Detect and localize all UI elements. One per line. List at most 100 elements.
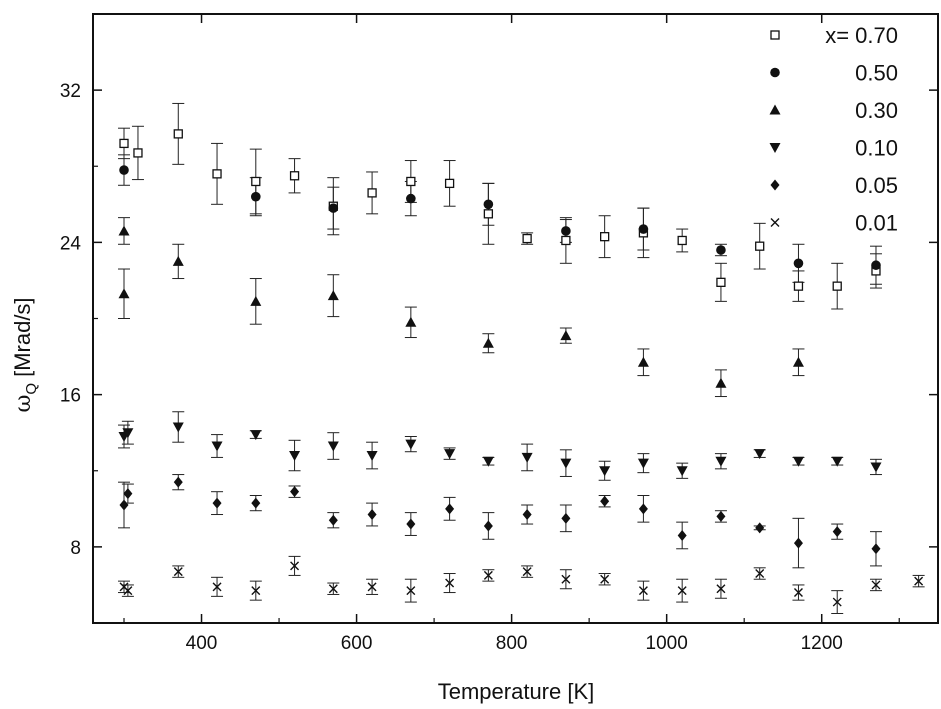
data-point-series-0 [522,233,532,244]
data-point-series-0 [406,176,416,187]
data-point-series-5 [483,570,493,580]
legend-marker [770,179,780,191]
data-point-series-3 [172,422,184,433]
data-point-series-1 [716,245,726,255]
data-point-series-4 [212,497,222,509]
data-point-series-3 [482,456,494,467]
data-point-series-2 [250,295,262,306]
legend-label: 0.30 [855,98,898,123]
data-point-series-0 [832,281,842,291]
data-point-series-5 [755,569,765,579]
data-point-series-3 [444,449,456,460]
data-point-series-3 [792,456,804,467]
data-point-series-4 [871,543,881,555]
legend-label: 0.50 [855,61,898,86]
data-point-series-1 [561,226,571,236]
data-point-series-1 [638,224,649,234]
y-axis-label-subscript: Q [23,383,40,395]
data-point-series-1 [793,258,804,269]
data-point-series-3 [327,441,339,452]
y-axis-label-unit: [Mrad/s] [10,297,35,376]
data-point-series-5 [406,586,416,596]
x-tick-label: 1000 [646,633,688,654]
data-point-series-3 [366,451,378,462]
data-point-series-3 [211,441,223,452]
data-point-series-1 [328,203,339,213]
data-point-series-0 [716,277,726,287]
data-point-series-0 [793,281,804,291]
legend-marker [770,67,780,78]
data-point-series-0 [600,232,610,242]
data-point-series-5 [638,586,648,596]
y-tick-label: 32 [60,81,81,102]
data-point-series-2 [118,288,130,299]
data-point-series-2 [637,356,649,367]
data-point-series-2 [715,377,727,388]
data-point-series-4 [119,499,129,511]
data-point-series-5 [123,586,133,596]
data-point-series-4 [367,509,377,521]
plot-frame [92,13,939,624]
legend-marker [769,104,781,115]
data-point-series-0 [212,169,222,179]
data-point-series-4 [445,503,455,515]
data-point-series-2 [172,255,184,266]
legend-label: 0.10 [855,136,898,161]
data-point-series-3 [250,430,262,441]
legend-marker [770,218,780,227]
data-point-series-0 [173,129,183,139]
x-tick-label: 400 [186,633,218,654]
y-tick-label: 8 [70,538,81,559]
legend-marker [770,30,780,40]
y-tick-label: 16 [60,386,81,407]
data-point-series-3 [715,456,727,467]
data-point-series-2 [327,290,339,301]
data-point-series-3 [599,466,611,477]
legend-label: 0.05 [855,173,898,198]
data-point-series-0 [483,209,494,219]
data-point-series-4 [522,509,532,521]
data-point-series-4 [328,514,338,526]
data-point-series-3 [405,439,417,450]
data-point-series-0 [677,235,687,246]
data-point-series-0 [561,235,571,246]
data-point-series-4 [793,537,803,549]
data-point-series-3 [870,462,882,473]
data-point-series-5 [212,582,222,592]
y-axis-label: ωQ [Mrad/s] [10,297,40,412]
data-point-series-5 [522,567,532,577]
y-tick-label: 24 [60,233,82,254]
data-point-series-4 [832,526,842,538]
data-point-series-5 [914,576,924,586]
data-point-series-5 [173,567,183,577]
data-point-series-1 [871,260,881,271]
data-point-series-3 [637,458,649,469]
data-point-series-5 [445,578,455,588]
data-point-series-2 [405,316,417,327]
data-point-series-0 [289,171,300,181]
data-point-series-4 [290,486,300,498]
data-point-series-4 [123,488,133,500]
legend: x= 0.70 0.50 0.30 0.10 0.05 0.01 [769,23,898,236]
data-point-series-4 [600,495,610,507]
data-point-series-3 [676,466,688,477]
data-point-series-3 [560,458,572,469]
data-point-series-5 [251,586,261,596]
data-point-series-4 [483,520,493,532]
data-point-series-5 [561,574,571,584]
data-point-series-2 [482,337,494,348]
data-point-series-0 [119,138,129,149]
legend-label: 0.01 [855,211,898,236]
data-point-series-4 [561,512,571,524]
data-point-series-3 [521,452,533,463]
data-point-series-2 [792,356,804,367]
data-point-series-0 [133,148,143,158]
data-point-series-5 [832,597,842,607]
data-point-series-4 [716,510,726,522]
x-tick-label: 800 [496,633,528,654]
data-point-series-0 [367,188,377,198]
data-point-series-5 [871,580,881,590]
data-point-series-4 [638,503,648,515]
data-point-series-3 [122,428,134,439]
y-axis-label-symbol: ω [11,395,36,413]
